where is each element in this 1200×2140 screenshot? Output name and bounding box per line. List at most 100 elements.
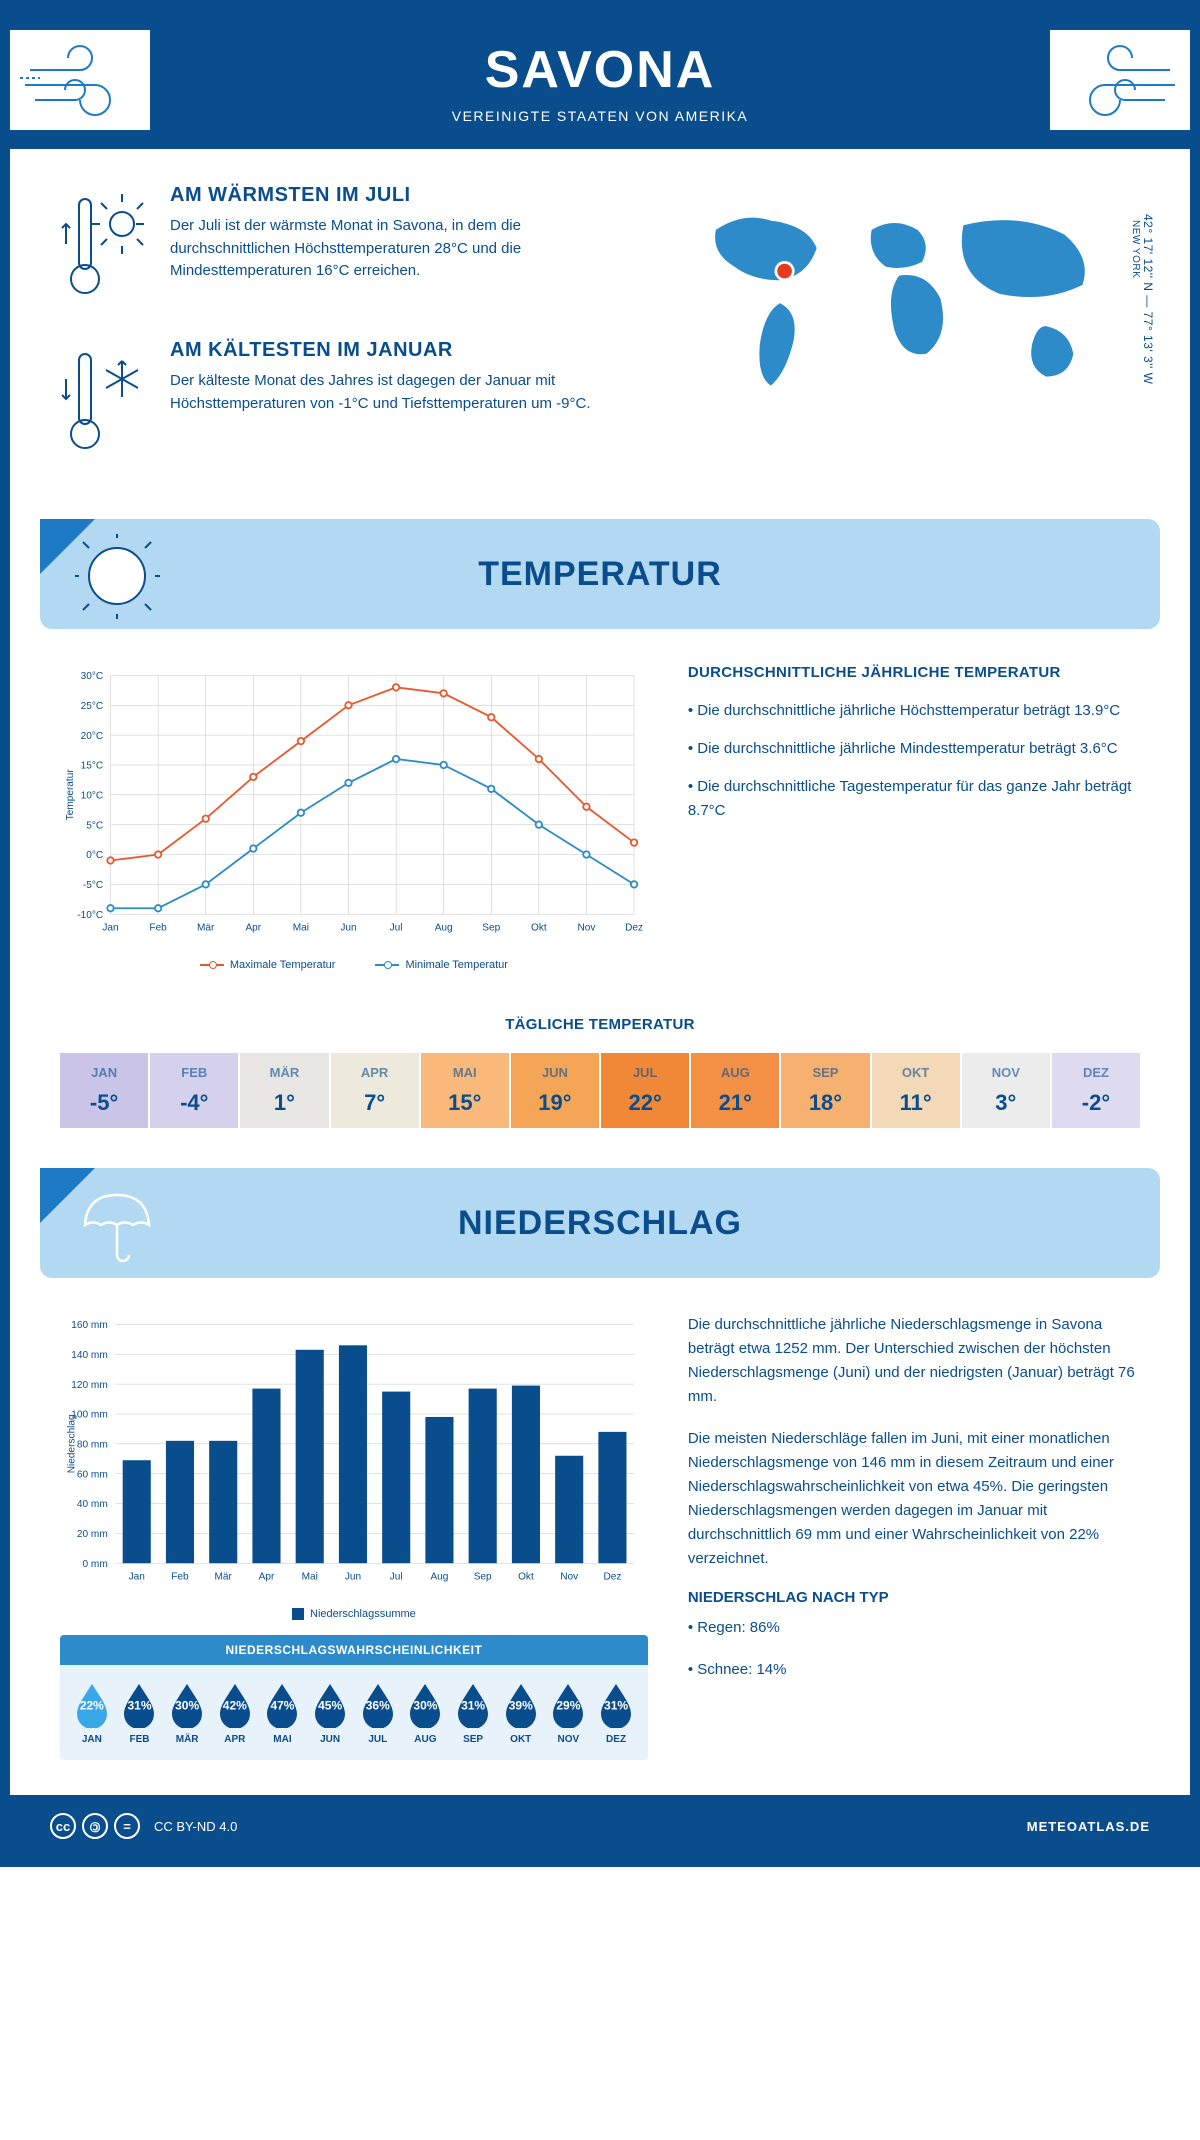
precip-p2: Die meisten Niederschläge fallen im Juni… [688,1427,1140,1571]
svg-text:140 mm: 140 mm [71,1350,107,1361]
daily-cell: JUN19° [511,1053,601,1128]
coordinates: 42° 17' 12'' N — 77° 13' 3'' W [1141,214,1155,384]
precip-legend: Niederschlagssumme [310,1608,416,1620]
warmest-title: AM WÄRMSTEN IM JULI [170,184,610,207]
prob-cell: 47%MAI [259,1680,307,1745]
temp-line-chart: -10°C-5°C0°C5°C10°C15°C20°C25°C30°CJanFe… [60,664,648,971]
svg-text:60 mm: 60 mm [77,1469,108,1480]
precip-info: Die durchschnittliche jährliche Niedersc… [688,1313,1140,1760]
svg-text:Okt: Okt [531,923,547,934]
svg-text:Mai: Mai [293,923,309,934]
precip-rain: • Regen: 86% [688,1616,1140,1640]
svg-text:80 mm: 80 mm [77,1439,108,1450]
temp-heading: TEMPERATUR [478,555,722,594]
precip-p1: Die durchschnittliche jährliche Niedersc… [688,1313,1140,1409]
legend-max: Maximale Temperatur [230,959,336,971]
world-map-block: 42° 17' 12'' N — 77° 13' 3'' W NEW YORK [640,184,1140,494]
sun-icon [75,534,160,619]
precip-banner: NIEDERSCHLAG [40,1168,1160,1278]
daily-cell: JAN-5° [60,1053,150,1128]
svg-text:Okt: Okt [518,1572,534,1583]
prob-heading: NIEDERSCHLAGSWAHRSCHEINLICHKEIT [60,1635,648,1665]
svg-text:Feb: Feb [171,1572,189,1583]
daily-cell: OKT11° [872,1053,962,1128]
temp-info-heading: DURCHSCHNITTLICHE JÄHRLICHE TEMPERATUR [688,664,1140,681]
wind-deco-right [1050,30,1190,130]
warmest-text: Der Juli ist der wärmste Monat in Savona… [170,215,610,283]
svg-text:Feb: Feb [149,923,167,934]
svg-text:Mai: Mai [302,1572,318,1583]
svg-text:Apr: Apr [259,1572,275,1583]
daily-cell: JUL22° [601,1053,691,1128]
page-subtitle: VEREINIGTE STAATEN VON AMERIKA [30,108,1170,124]
svg-text:Dez: Dez [625,923,643,934]
svg-text:Aug: Aug [430,1572,448,1583]
temp-info: DURCHSCHNITTLICHE JÄHRLICHE TEMPERATUR •… [688,664,1140,971]
license-text: CC BY-ND 4.0 [154,1819,237,1834]
svg-text:Sep: Sep [474,1572,492,1583]
umbrella-icon [75,1183,160,1268]
prob-cell: 31%FEB [116,1680,164,1745]
precip-type-heading: NIEDERSCHLAG NACH TYP [688,1589,1140,1606]
svg-text:Mär: Mär [215,1572,233,1583]
thermometer-snow-icon [60,339,150,464]
svg-text:Nov: Nov [577,923,596,934]
world-map-icon [640,184,1140,404]
svg-text:20 mm: 20 mm [77,1529,108,1540]
daily-cell: SEP18° [781,1053,871,1128]
svg-text:40 mm: 40 mm [77,1499,108,1510]
daily-cell: DEZ-2° [1052,1053,1140,1128]
svg-text:Jul: Jul [390,1572,403,1583]
svg-text:Jan: Jan [102,923,118,934]
prob-cell: 29%NOV [545,1680,593,1745]
svg-text:-5°C: -5°C [83,880,103,891]
svg-text:Aug: Aug [435,923,453,934]
page-title: SAVONA [30,40,1170,100]
prob-box: NIEDERSCHLAGSWAHRSCHEINLICHKEIT 22%JAN31… [60,1635,648,1760]
precip-snow: • Schnee: 14% [688,1658,1140,1682]
prob-cell: 31%DEZ [592,1680,640,1745]
prob-cell: 22%JAN [68,1680,116,1745]
daily-heading: TÄGLICHE TEMPERATUR [60,1016,1140,1033]
wind-deco-left [10,30,150,130]
svg-text:160 mm: 160 mm [71,1320,107,1331]
daily-cell: APR7° [331,1053,421,1128]
svg-text:Jun: Jun [345,1572,361,1583]
prob-cell: 36%JUL [354,1680,402,1745]
svg-text:Nov: Nov [560,1572,579,1583]
intro-section: AM WÄRMSTEN IM JULI Der Juli ist der wär… [10,149,1190,519]
site-name: METEOATLAS.DE [1027,1819,1150,1834]
state-label: NEW YORK [1130,220,1141,384]
svg-text:Temperatur: Temperatur [65,769,76,821]
coldest-title: AM KÄLTESTEN IM JANUAR [170,339,610,362]
thermometer-sun-icon [60,184,150,309]
svg-text:120 mm: 120 mm [71,1380,107,1391]
header: SAVONA VEREINIGTE STAATEN VON AMERIKA [10,10,1190,149]
daily-cell: MAI15° [421,1053,511,1128]
svg-text:0°C: 0°C [86,850,103,861]
svg-text:30°C: 30°C [81,671,104,682]
daily-cell: NOV3° [962,1053,1052,1128]
footer: cc🄯= CC BY-ND 4.0 METEOATLAS.DE [10,1795,1190,1857]
temp-bullet-0: • Die durchschnittliche jährliche Höchst… [688,699,1140,723]
svg-text:Dez: Dez [603,1572,621,1583]
legend-min: Minimale Temperatur [405,959,508,971]
coldest-block: AM KÄLTESTEN IM JANUAR Der kälteste Mona… [60,339,610,464]
svg-text:Sep: Sep [482,923,500,934]
svg-text:15°C: 15°C [81,761,104,772]
temp-bullet-2: • Die durchschnittliche Tagestemperatur … [688,775,1140,823]
daily-cell: AUG21° [691,1053,781,1128]
temp-banner: TEMPERATUR [40,519,1160,629]
svg-text:20°C: 20°C [81,731,104,742]
svg-text:10°C: 10°C [81,790,104,801]
svg-text:-10°C: -10°C [77,910,103,921]
svg-text:Mär: Mär [197,923,215,934]
svg-text:0 mm: 0 mm [83,1559,108,1570]
prob-cell: 45%JUN [306,1680,354,1745]
precip-heading: NIEDERSCHLAG [458,1204,742,1243]
precip-bar-chart: 0 mm20 mm40 mm60 mm80 mm100 mm120 mm140 … [60,1313,648,1593]
svg-text:Jun: Jun [340,923,356,934]
svg-text:Apr: Apr [245,923,261,934]
prob-cell: 42%APR [211,1680,259,1745]
daily-temp-grid: JAN-5°FEB-4°MÄR1°APR7°MAI15°JUN19°JUL22°… [60,1053,1140,1128]
